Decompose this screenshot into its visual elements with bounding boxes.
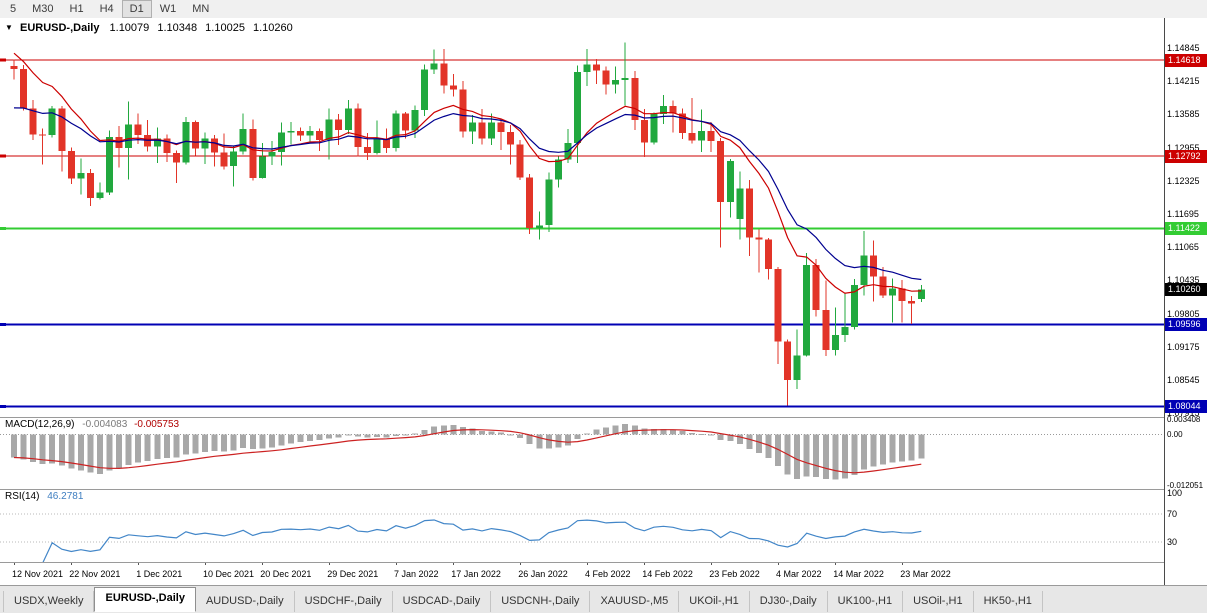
tab-xauusd-m5[interactable]: XAUUSD-,M5	[590, 591, 680, 612]
date-axis-label: 12 Nov 2021	[12, 569, 64, 579]
tab-usdx-weekly[interactable]: USDX,Weekly	[3, 591, 95, 612]
tab-ukoil-h1[interactable]: UKOil-,H1	[679, 591, 750, 612]
date-axis-tick	[644, 562, 646, 565]
scale-label: 0.003408	[1167, 415, 1201, 424]
chart-header: ▼ EURUSD-,Daily 1.10079 1.10348 1.10025 …	[5, 22, 298, 34]
price-scale-divider	[1164, 18, 1165, 585]
date-axis-label: 14 Mar 2022	[833, 569, 884, 579]
tf-mn-button[interactable]: MN	[192, 3, 210, 15]
date-axis-tick	[396, 562, 397, 565]
scale-label: 1.11695	[1167, 208, 1199, 219]
chart-menu-icon[interactable]: ▼	[5, 23, 13, 32]
rsi-name: RSI(14)	[5, 491, 40, 502]
rsi-label: RSI(14) 46.2781	[5, 491, 83, 502]
price-badge: 1.09596	[1165, 318, 1207, 331]
date-axis-tick	[262, 562, 264, 565]
macd-main-value: -0.004083	[82, 419, 128, 430]
macd-indicator-canvas[interactable]	[0, 417, 1164, 489]
date-axis-tick	[711, 562, 713, 565]
scale-label: 1.13585	[1167, 109, 1200, 120]
tf-d1-button[interactable]: D1	[121, 0, 152, 18]
ohlc-open: 1.10079	[109, 22, 150, 34]
tab-eurusd-daily[interactable]: EURUSD-,Daily	[94, 587, 196, 612]
macd-signal-value: -0.005753	[134, 419, 180, 430]
date-axis-tick	[453, 562, 455, 565]
date-axis-tick	[205, 562, 206, 565]
date-axis-tick	[902, 562, 904, 565]
panel-divider	[0, 562, 1207, 563]
date-axis-label: 14 Feb 2022	[642, 569, 693, 579]
date-axis-label: 26 Jan 2022	[518, 569, 568, 579]
tab-usdcnh-daily[interactable]: USDCNH-,Daily	[491, 591, 591, 612]
scale-label: 1.09175	[1167, 341, 1200, 352]
scale-label: -0.012051	[1167, 481, 1204, 490]
chart-window: 12 Nov 2021 22 Nov 2021 1 Dec 2021 10 Dec 2…	[0, 18, 1207, 585]
tab-usoil-h1[interactable]: USOil-,H1	[903, 591, 974, 612]
scale-label: 0.00	[1167, 429, 1183, 439]
price-badge: 1.14618	[1165, 53, 1207, 67]
tab-usdchf-daily[interactable]: USDCHF-,Daily	[295, 591, 393, 612]
rsi-indicator-canvas[interactable]	[0, 489, 1164, 562]
date-axis-tick	[520, 562, 522, 565]
timeframe-toolbar: 5 M30 H1 H4 D1 W1 MN	[0, 0, 1207, 19]
scale-label: 1.12325	[1167, 175, 1200, 186]
scale-label: 1.10435	[1167, 275, 1200, 286]
panel-divider	[0, 417, 1207, 418]
price-badge: 1.08044	[1165, 399, 1207, 413]
tf-w1-button[interactable]: W1	[159, 3, 177, 15]
scale-label: 1.14215	[1167, 76, 1200, 87]
date-axis-label: 23 Feb 2022	[709, 569, 760, 579]
macd-name: MACD(12,26,9)	[5, 419, 75, 430]
scale-label: 70	[1167, 509, 1178, 519]
date-axis-label: 20 Dec 2021	[260, 569, 312, 579]
rsi-value: 46.2781	[47, 491, 84, 502]
date-axis-tick	[835, 562, 837, 565]
tf-h4-button[interactable]: H4	[99, 3, 114, 15]
ohlc-high: 1.10348	[157, 22, 198, 34]
chart-tabs-bar: USDX,Weekly EURUSD-,Daily AUDUSD-,Daily …	[0, 585, 1207, 613]
tf-m30-button[interactable]: M30	[32, 3, 54, 15]
price-badge: 1.10260	[1165, 283, 1207, 296]
date-axis-label: 4 Mar 2022	[776, 569, 822, 579]
scale-label: 30	[1167, 537, 1178, 547]
tab-hk50-h1[interactable]: HK50-,H1	[974, 591, 1043, 612]
date-axis-tick	[778, 562, 779, 565]
chart-symbol-label: EURUSD-,Daily	[19, 22, 100, 34]
date-axis-tick	[71, 562, 73, 565]
price-scale: 1.14845 1.14215 1.13585 1.12955 1.12325 1.116…	[1165, 18, 1207, 585]
tf-m5-button[interactable]: 5	[10, 3, 17, 15]
price-badge: 1.12792	[1165, 149, 1207, 163]
date-axis-label: 29 Dec 2021	[327, 569, 379, 579]
tab-usdcad-daily[interactable]: USDCAD-,Daily	[393, 591, 492, 612]
macd-label: MACD(12,26,9) -0.004083 -0.005753	[5, 419, 179, 430]
date-axis-label: 23 Mar 2022	[900, 569, 951, 579]
scale-label: 1.07915	[1167, 408, 1200, 418]
ohlc-close: 1.10260	[253, 22, 293, 34]
price-badge: 1.11422	[1165, 221, 1207, 235]
scale-label: 1.11065	[1167, 242, 1199, 253]
scale-label: 1.14845	[1167, 43, 1200, 53]
tab-uk100-h1[interactable]: UK100-,H1	[828, 591, 904, 612]
tab-audusd-daily[interactable]: AUDUSD-,Daily	[196, 591, 295, 612]
date-axis-tick	[587, 562, 588, 565]
date-axis-tick	[329, 562, 331, 565]
date-axis-label: 17 Jan 2022	[451, 569, 501, 579]
date-axis-label: 1 Dec 2021	[136, 569, 183, 579]
date-axis-label: 7 Jan 2022	[394, 569, 439, 579]
price-chart-canvas[interactable]	[0, 18, 1164, 417]
scale-label: 100	[1167, 488, 1183, 498]
ohlc-low: 1.10025	[205, 22, 245, 34]
tf-h1-button[interactable]: H1	[69, 3, 84, 15]
time-axis: 12 Nov 2021 22 Nov 2021 1 Dec 2021 10 Dec 2…	[0, 562, 1164, 585]
date-axis-tick	[138, 562, 140, 565]
date-axis-label: 22 Nov 2021	[69, 569, 121, 579]
scale-label: 1.09805	[1167, 308, 1200, 319]
scale-label: 1.12955	[1167, 142, 1200, 153]
date-axis-tick	[14, 562, 15, 565]
tab-dj30-daily[interactable]: DJ30-,Daily	[750, 591, 828, 612]
panel-divider	[0, 489, 1207, 490]
scale-label: 1.08545	[1167, 374, 1200, 385]
date-axis-label: 10 Dec 2021	[203, 569, 255, 579]
date-axis-label: 4 Feb 2022	[585, 569, 631, 579]
